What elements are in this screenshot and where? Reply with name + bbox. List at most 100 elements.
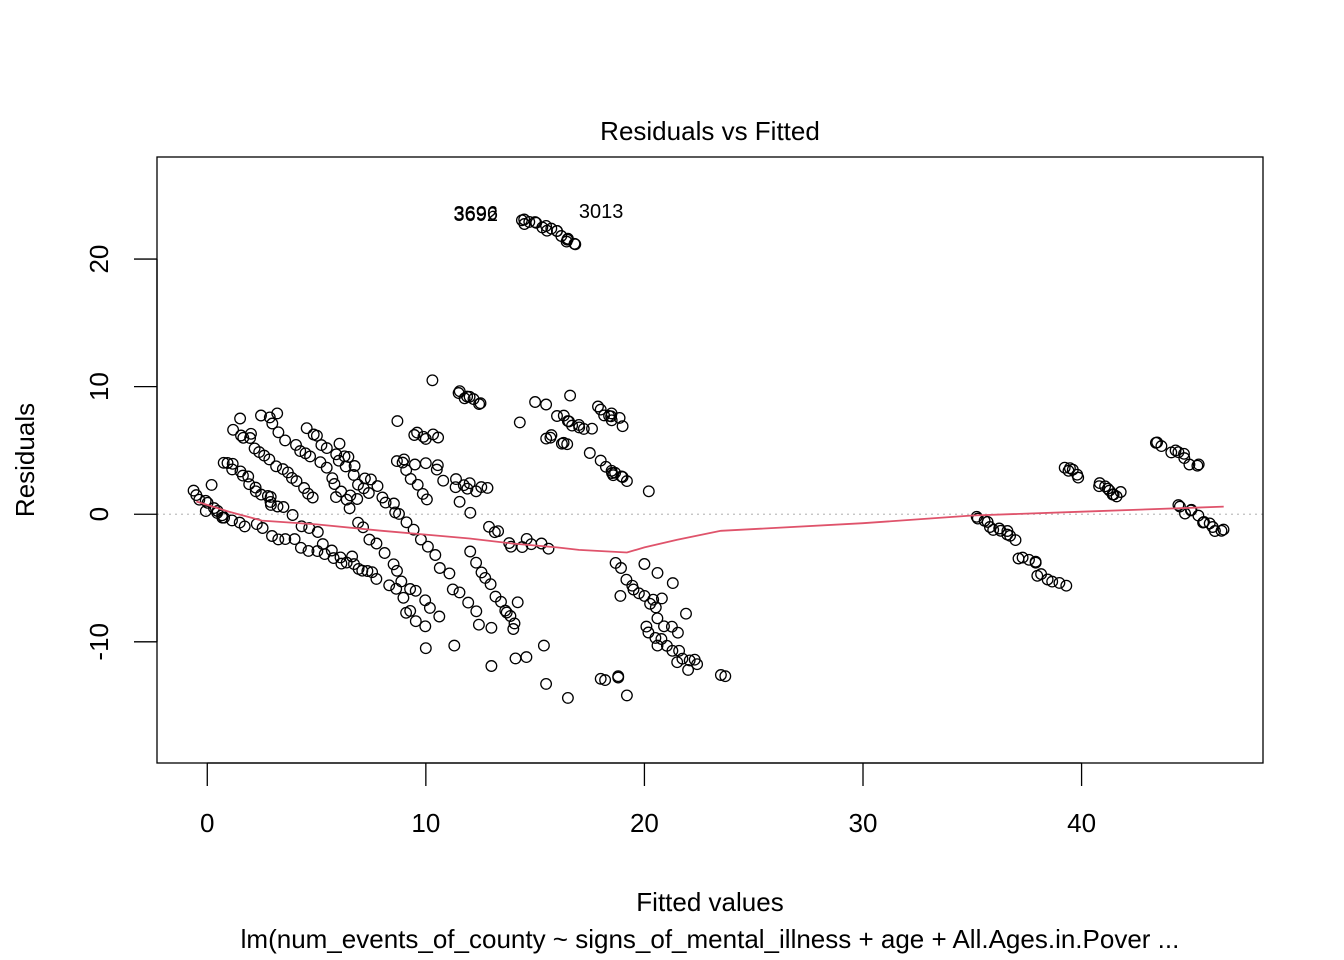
data-point <box>1016 551 1029 564</box>
data-point <box>330 491 342 504</box>
data-point <box>302 544 315 557</box>
y-tick-label: 10 <box>84 372 114 401</box>
data-point <box>464 545 477 558</box>
data-point <box>613 411 626 424</box>
data-point <box>1029 555 1042 568</box>
data-point <box>616 420 629 433</box>
data-point <box>475 481 488 494</box>
data-point <box>370 572 383 585</box>
data-point <box>573 421 586 434</box>
data-point <box>1155 440 1168 453</box>
data-point <box>430 463 443 476</box>
data-point <box>333 437 346 450</box>
data-point <box>566 419 579 432</box>
data-point <box>277 501 290 513</box>
data-point <box>564 389 577 402</box>
data-point <box>295 520 308 533</box>
data-point <box>1053 576 1066 589</box>
data-point <box>205 478 218 491</box>
data-point <box>366 566 379 579</box>
data-point <box>616 471 629 483</box>
data-point <box>523 215 536 228</box>
data-point <box>987 523 1000 536</box>
data-point <box>462 596 475 609</box>
data-point <box>507 623 520 635</box>
y-axis-label: Residuals <box>10 403 40 517</box>
data-point <box>1215 524 1228 537</box>
data-point <box>347 468 360 481</box>
data-point <box>325 544 338 557</box>
x-tick-label: 30 <box>849 808 878 838</box>
data-point <box>577 422 590 435</box>
data-point <box>271 407 284 420</box>
data-point <box>294 541 307 554</box>
data-point <box>327 552 340 565</box>
x-tick-label: 20 <box>630 808 659 838</box>
data-point <box>346 550 359 563</box>
x-axis: 0 10 20 30 40 <box>200 762 1096 838</box>
data-point <box>310 429 323 442</box>
data-point <box>431 459 444 472</box>
data-point <box>555 437 568 450</box>
data-point <box>1208 525 1221 537</box>
data-point <box>272 426 285 439</box>
data-point <box>387 558 400 571</box>
data-point <box>348 460 361 472</box>
data-point <box>638 589 651 602</box>
data-point <box>680 607 692 620</box>
data-point <box>1103 484 1116 497</box>
x-tick-label: 40 <box>1067 808 1096 838</box>
data-point <box>473 398 486 411</box>
data-point <box>615 562 627 574</box>
y-axis: -10 0 10 20 <box>84 245 158 661</box>
data-point <box>217 456 230 469</box>
data-point <box>592 400 604 413</box>
data-point <box>470 556 483 569</box>
data-point <box>408 429 421 441</box>
data-point <box>511 596 524 609</box>
data-point <box>537 639 550 652</box>
data-point <box>453 495 466 508</box>
data-point <box>450 473 462 486</box>
data-point <box>1165 446 1178 459</box>
y-tick-label: 20 <box>84 245 114 274</box>
smooth-fit-line <box>196 500 1224 554</box>
data-point <box>520 651 533 664</box>
data-point <box>242 470 255 483</box>
data-point <box>286 509 299 521</box>
data-point <box>263 453 276 466</box>
data-point <box>540 677 553 690</box>
data-point <box>334 551 347 564</box>
data-point <box>362 487 375 499</box>
data-point <box>264 490 277 503</box>
data-point <box>226 514 238 527</box>
data-point <box>651 566 664 579</box>
data-point <box>294 445 307 458</box>
data-point <box>288 533 301 546</box>
data-point <box>379 496 392 509</box>
data-point <box>1178 447 1190 460</box>
data-point <box>638 558 651 570</box>
data-point <box>651 612 664 625</box>
data-point <box>226 457 239 470</box>
data-point <box>545 429 558 442</box>
outlier-label: 3013 <box>579 201 624 223</box>
data-point <box>461 482 474 495</box>
data-point <box>306 491 319 504</box>
data-point <box>1046 575 1059 588</box>
data-point <box>407 523 420 536</box>
data-point <box>437 474 450 487</box>
data-point <box>453 586 466 599</box>
data-point <box>1023 553 1035 566</box>
data-point <box>1099 480 1112 493</box>
data-point <box>330 448 343 461</box>
data-point <box>363 533 376 546</box>
data-point <box>1058 461 1071 474</box>
data-point <box>264 495 277 508</box>
data-point <box>255 409 267 422</box>
x-tick-label: 10 <box>411 808 440 838</box>
data-point <box>371 480 384 493</box>
data-point <box>1185 503 1198 516</box>
data-point <box>513 416 526 429</box>
